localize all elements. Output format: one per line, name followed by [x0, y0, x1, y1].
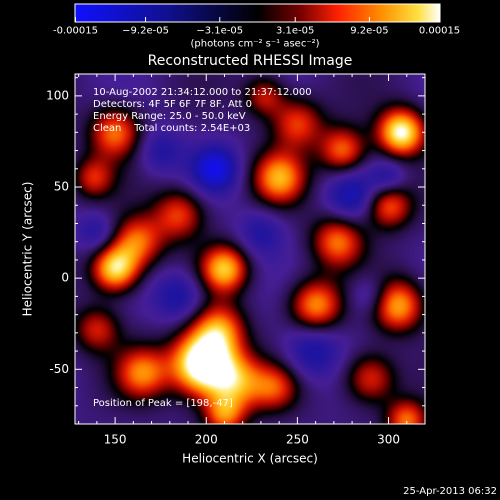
y-tick-label: -50 — [49, 362, 69, 376]
x-tick-label: 200 — [195, 433, 218, 447]
colorbar-tick-label: −9.2e-05 — [122, 25, 169, 36]
plot-frame — [74, 73, 426, 425]
colorbar-tick-label: 0.00015 — [419, 25, 460, 36]
annotation-energy-range: Energy Range: 25.0 - 50.0 keV — [93, 111, 246, 122]
annotations: 10-Aug-2002 21:34:12.000 to 21:37:12.000… — [93, 87, 312, 409]
colorbar: -0.00015 −9.2e-05 −3.1e-05 3.1e-05 9.2e-05 0.… — [53, 3, 460, 49]
colorbar-ticks: -0.00015 −9.2e-05 −3.1e-05 3.1e-05 9.2e-05 0.… — [53, 17, 460, 36]
y-tick-label: 0 — [61, 271, 69, 285]
colorbar-frame — [74, 3, 441, 23]
annotation-detectors: Detectors: 4F 5F 6F 7F 8F, Att 0 — [93, 99, 252, 110]
render-timestamp: 25-Apr-2013 06:32 — [403, 486, 497, 497]
annotation-clean-counts: Clean Total counts: 2.54E+03 — [93, 123, 250, 134]
x-tick-label: 250 — [286, 433, 309, 447]
peak-position-label: Position of Peak = [198,-47] — [93, 398, 233, 409]
colorbar-tick-label: 9.2e-05 — [350, 25, 388, 36]
y-tick-label: 50 — [54, 180, 69, 194]
x-axis: 150 200 250 300 — [78, 74, 426, 447]
plot-area — [74, 73, 426, 425]
chart-title: Reconstructed RHESSI Image — [148, 53, 353, 69]
x-tick-label: 300 — [377, 433, 400, 447]
y-axis: -50 0 50 100 — [46, 77, 425, 425]
colorbar-tick-label: −3.1e-05 — [196, 25, 243, 36]
y-tick-label: 100 — [46, 88, 69, 102]
colorbar-units: (photons cm⁻² s⁻¹ asec⁻²) — [190, 38, 319, 49]
annotation-time-range: 10-Aug-2002 21:34:12.000 to 21:37:12.000 — [93, 87, 312, 98]
y-axis-label: Heliocentric Y (arcsec) — [21, 182, 35, 317]
heatmap-image — [75, 74, 425, 424]
colorbar-tick-label: 3.1e-05 — [276, 25, 314, 36]
colorbar-gradient — [75, 4, 440, 22]
colorbar-tick-label: -0.00015 — [53, 25, 98, 36]
x-tick-label: 150 — [104, 433, 127, 447]
x-axis-label: Heliocentric X (arcsec) — [182, 452, 318, 466]
